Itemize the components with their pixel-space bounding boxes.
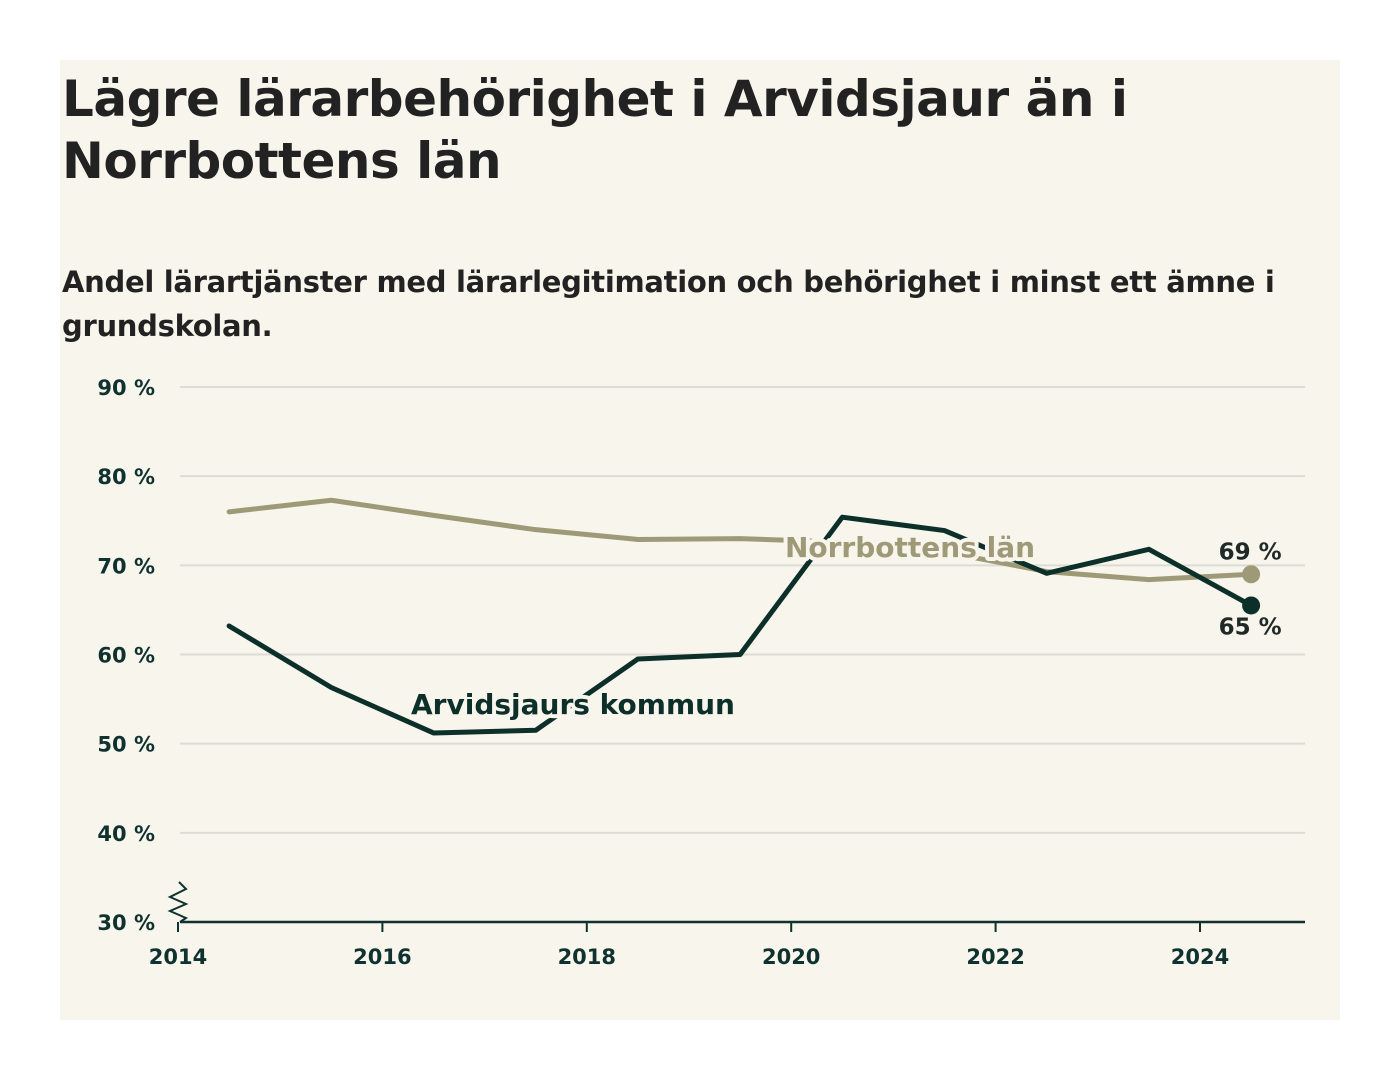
gridlines [180,386,1305,834]
y-axis-tick-labels: 30 % 40 % 50 % 60 % 70 % 80 % 90 % [97,376,155,935]
end-value-label-norrbotten: 69 % [1219,539,1282,565]
y-tick-label: 70 % [97,554,155,578]
series-line-norrbotten [226,497,1254,583]
x-tick-label: 2024 [1171,945,1229,969]
y-tick-label: 90 % [97,376,155,400]
y-tick-label: 40 % [97,822,155,846]
series-label-halo: Arvidsjaurs kommun [411,688,735,721]
y-tick-label: 50 % [97,733,155,757]
axis-break-icon [167,881,189,923]
series-lines [226,497,1261,736]
x-tick-label: 2014 [149,945,207,969]
chart-subtitle: Andel lärartjänster med lärarlegitimatio… [62,265,1275,343]
series-label-norrbotten: Norrbottens län [785,531,1035,564]
series-label-arvidsjaur: Arvidsjaurs kommun [411,688,735,721]
x-tick-label: 2022 [966,945,1024,969]
x-axis: 2014 2016 2018 2020 2022 2024 [149,881,1305,969]
x-tick-label: 2018 [558,945,616,969]
chart-title: Lägre lärarbehörighet i Arvidsjaur än i … [62,70,1128,190]
end-marker-norrbotten [1242,565,1261,584]
x-tick-label: 2020 [762,945,820,969]
y-tick-label: 30 % [97,911,155,935]
series-line-arvidsjaur [226,514,1254,736]
series-label-halo: Norrbottens län [785,531,1035,564]
end-marker-arvidsjaur [1242,596,1261,615]
x-tick-label: 2016 [353,945,411,969]
end-value-label-arvidsjaur: 65 % [1219,614,1282,640]
y-tick-label: 60 % [97,644,155,668]
y-tick-label: 80 % [97,465,155,489]
